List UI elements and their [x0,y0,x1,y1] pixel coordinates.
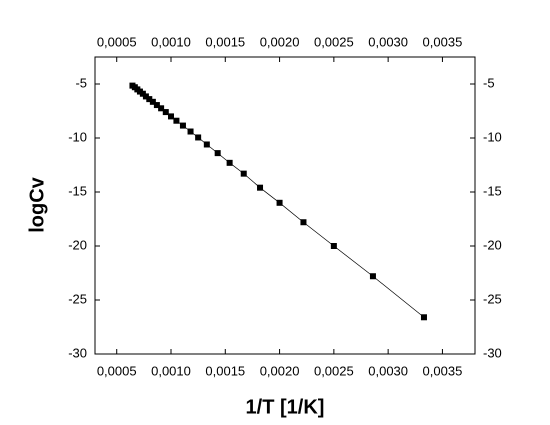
data-point [179,122,186,129]
y-tick-label: -30 [68,345,87,360]
data-point [158,105,165,112]
data-point [203,141,210,148]
data-point [276,199,283,206]
data-point [330,243,337,249]
y-tick-label-right: -5 [483,75,495,90]
x-tick-label-top: 0,0005 [97,34,137,49]
data-point [226,159,233,166]
data-point [173,117,180,124]
y-tick-label-right: -20 [483,237,502,252]
data-point [139,90,146,97]
data-point [153,102,160,109]
data-point [142,93,149,100]
plot-frame [94,56,476,355]
x-tick-label-top: 0,0030 [368,34,408,49]
x-tick-label-top: 0,0015 [205,34,245,49]
data-point [187,128,194,135]
data-point [214,150,221,157]
y-tick-label-right: -30 [483,345,502,360]
data-point [168,113,174,120]
x-tick-label: 0,0005 [97,363,137,378]
y-tick-label-right: -10 [483,129,502,144]
y-tick-label: -25 [68,291,87,306]
x-tick-label-top: 0,0020 [260,34,300,49]
data-point [162,109,169,116]
data-point [300,219,307,226]
x-tick-label-top: 0,0010 [151,34,191,49]
data-point [146,96,153,103]
x-tick-label: 0,0010 [151,363,191,378]
x-tick-label: 0,0035 [423,363,463,378]
data-point [420,314,427,321]
y-tick-label: -10 [68,129,87,144]
x-tick-label: 0,0015 [205,363,245,378]
x-tick-label: 0,0020 [260,363,300,378]
data-point [195,134,202,141]
x-tick-label-top: 0,0025 [314,34,354,49]
data-point [369,273,376,280]
data-point [149,98,156,105]
x-tick-label: 0,0030 [368,363,408,378]
data-point [240,170,247,177]
x-tick-label: 0,0025 [314,363,354,378]
x-axis-title: 1/T [1/K] [246,396,325,418]
y-tick-label-right: -25 [483,291,502,306]
data-point [257,184,264,191]
y-tick-label-right: -15 [483,183,502,198]
y-tick-label: -15 [68,183,87,198]
y-tick-label: -20 [68,237,87,252]
y-axis-title: logCv [26,176,48,232]
x-tick-label-top: 0,0035 [423,34,463,49]
y-tick-label: -5 [75,75,87,90]
